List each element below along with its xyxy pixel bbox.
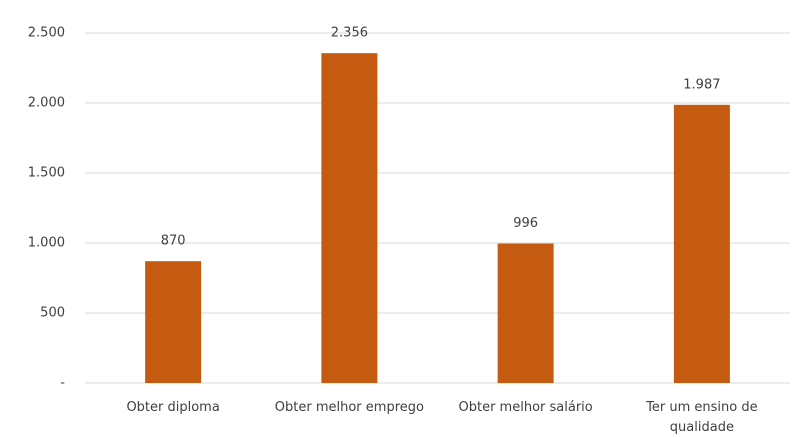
y-tick-label: 500	[40, 306, 65, 321]
bar	[673, 104, 730, 383]
bar	[145, 261, 202, 383]
bar	[321, 53, 378, 383]
x-tick-label: Obter melhor salário	[458, 400, 593, 415]
y-tick-label: 2.000	[28, 96, 65, 111]
data-label: 996	[513, 216, 538, 231]
data-label: 870	[161, 234, 186, 249]
bar	[497, 243, 554, 383]
x-tick-label: Obter diploma	[126, 400, 220, 415]
y-tick-label: 1.000	[28, 236, 65, 251]
x-tick-label: Ter um ensino de qualidade	[646, 400, 758, 435]
data-label: 1.987	[683, 77, 720, 92]
y-tick-label: 1.500	[28, 166, 65, 181]
x-tick-label: Obter melhor emprego	[274, 400, 424, 415]
y-tick-label: -	[60, 376, 65, 391]
data-label: 2.356	[331, 26, 368, 41]
y-tick-label: 2.500	[28, 26, 65, 41]
